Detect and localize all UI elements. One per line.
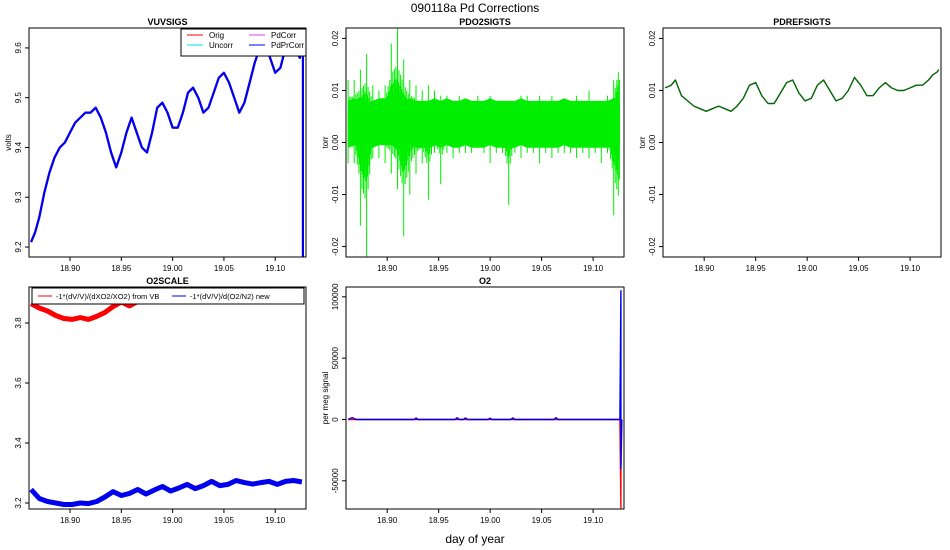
x-tick-label: 19.05 — [214, 516, 235, 525]
panel-title: PDREFSIGTS — [773, 17, 831, 27]
y-tick-label: -0.02 — [331, 237, 340, 256]
y-tick-label: -0.01 — [331, 185, 340, 204]
legend-box — [180, 28, 307, 57]
series-line--1-dv-v-d-o2-n2-new — [29, 478, 303, 507]
x-tick-label: 18.90 — [377, 264, 398, 273]
legend-entry: -1*(dV/V)/d(O2/N2) new — [190, 292, 270, 301]
x-tick-label: 19.00 — [480, 516, 501, 525]
y-tick-label: 9.4 — [14, 141, 23, 153]
x-tick-label: 19.10 — [583, 516, 604, 525]
x-tick-label: 18.95 — [111, 264, 132, 273]
y-tick-label: 0.02 — [331, 30, 340, 46]
y-axis-label: torr — [638, 136, 647, 148]
x-tick-label: 18.95 — [429, 516, 450, 525]
y-tick-label: 3.2 — [14, 497, 23, 509]
y-tick-label: 3.6 — [14, 377, 23, 389]
y-tick-label: -0.02 — [648, 237, 657, 256]
panel-title: PDO2SIGTS — [459, 17, 511, 27]
y-tick-label: 0.02 — [648, 30, 657, 46]
y-tick-label: 9.3 — [14, 191, 23, 203]
panel-title: O2 — [479, 276, 491, 286]
x-tick-label: 19.05 — [849, 264, 870, 273]
plot-frame — [345, 286, 625, 510]
figure-xlabel: day of year — [445, 532, 504, 546]
y-tick-label: 0.01 — [331, 82, 340, 98]
y-tick-label: 9.2 — [14, 241, 23, 253]
x-tick-label: 19.10 — [583, 264, 604, 273]
panel-vuvsigs: VUVSIGS volts 18.90 18.95 19.00 19.05 19.10 9.2… — [4, 17, 307, 273]
series-line-pdrefsig — [664, 69, 940, 112]
x-tick-label: 19.00 — [797, 264, 818, 273]
x-tick-label: 19.10 — [900, 264, 921, 273]
y-tick-label: -50000 — [331, 468, 340, 493]
series-line-pdprcorr — [30, 28, 304, 257]
legend-entry: -1*(dV/V)/(dXO2/XO2) from VB — [56, 292, 159, 301]
figure-title: 090118a Pd Corrections — [411, 1, 540, 15]
panel-o2scale: O2SCALE 18.90 18.95 19.00 19.05 19.10 3.2 3.4 3.… — [14, 276, 307, 525]
x-tick-label: 18.95 — [429, 264, 450, 273]
panel-pdo2sigts: PDO2SIGTS torr 18.90 18.95 19.00 19.05 19.10 -0… — [321, 17, 625, 273]
y-tick-label: 50000 — [331, 346, 340, 369]
legend-entry: Orig — [209, 31, 224, 40]
x-tick-label: 19.10 — [265, 516, 286, 525]
y-tick-label: 0.00 — [648, 134, 657, 150]
y-tick-label: -0.01 — [648, 185, 657, 204]
plot-frame — [28, 286, 307, 510]
legend-box — [31, 287, 305, 305]
y-axis-label: torr — [321, 136, 330, 148]
x-tick-label: 19.05 — [214, 264, 235, 273]
series-group — [347, 290, 623, 509]
y-tick-label: 0.01 — [648, 82, 657, 98]
y-tick-label: 3.8 — [14, 317, 23, 329]
x-tick-label: 19.05 — [532, 516, 553, 525]
series-group — [30, 28, 304, 257]
series-line-pdcorr — [30, 31, 304, 243]
panel-o2: O2 per meg signal 18.90 18.95 19.00 19.05 19.1… — [321, 276, 625, 525]
y-tick-label: 100000 — [331, 283, 340, 310]
series-line-o2-orig — [348, 418, 622, 509]
x-tick-label: 18.90 — [60, 516, 81, 525]
x-tick-label: 18.95 — [111, 516, 132, 525]
plot-frame — [28, 27, 307, 258]
series-pdo2sig-core — [348, 98, 620, 151]
x-tick-label: 19.00 — [163, 264, 184, 273]
x-tick-label: 18.95 — [746, 264, 767, 273]
x-tick-label: 18.90 — [377, 516, 398, 525]
panel-title: VUVSIGS — [147, 17, 187, 27]
y-tick-label: 9.5 — [14, 92, 23, 104]
y-axis-label: volts — [4, 134, 13, 150]
y-axis-label: per meg signal — [321, 372, 330, 425]
series-line-o2 — [347, 290, 623, 470]
x-tick-label: 18.90 — [694, 264, 715, 273]
x-tick-label: 19.00 — [163, 516, 184, 525]
series-line-uncorr — [30, 31, 304, 243]
x-tick-label: 19.00 — [480, 264, 501, 273]
series-group — [347, 28, 620, 257]
y-tick-label: 9.6 — [14, 42, 23, 54]
y-tick-label: 3.4 — [14, 437, 23, 449]
legend-entry: Uncorr — [209, 41, 233, 50]
legend-entry: PdPrCorr — [271, 41, 305, 50]
panel-title: O2SCALE — [146, 276, 189, 286]
plot-frame — [662, 27, 942, 258]
legend-entry: PdCorr — [271, 31, 297, 40]
panel-pdrefsigts: PDREFSIGTS torr 18.90 18.95 19.00 19.05 19.10 -… — [638, 17, 942, 273]
x-tick-label: 19.10 — [265, 264, 286, 273]
x-tick-label: 19.05 — [532, 264, 553, 273]
y-tick-label: 0 — [331, 417, 340, 422]
series-group — [29, 289, 303, 507]
x-tick-label: 18.90 — [60, 264, 81, 273]
y-tick-label: 0.00 — [331, 134, 340, 150]
series-group — [664, 69, 940, 112]
